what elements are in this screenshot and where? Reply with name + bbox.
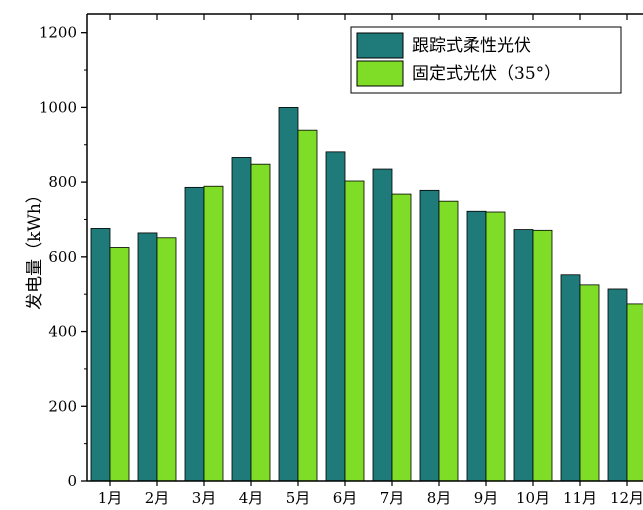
y-tick-label: 600 (48, 248, 77, 266)
y-tick-label: 1200 (39, 24, 77, 42)
x-tick-label: 4月 (239, 489, 264, 507)
legend-label-tracking: 跟踪式柔性光伏 (412, 36, 531, 56)
y-ticks-group: 0 200 400 600 800 1000 1200 (39, 24, 87, 490)
bar-fixed-6 (344, 180, 365, 482)
x-tick-label: 2月 (145, 489, 170, 507)
x-tick-label: 9月 (474, 489, 499, 507)
bar-fixed-12 (626, 303, 643, 482)
x-tick-label: 5月 (286, 489, 311, 507)
legend: 跟踪式柔性光伏 固定式光伏（35°） (350, 26, 622, 94)
bar-fixed-8 (438, 200, 459, 482)
bar-tracking-4 (231, 157, 252, 482)
bar-tracking-8 (419, 189, 440, 482)
y-tick-label: 1000 (39, 98, 77, 116)
bar-tracking-9 (466, 210, 487, 482)
y-tick-label: 200 (48, 397, 77, 415)
bar-tracking-6 (325, 151, 346, 482)
bar-fixed-4 (250, 163, 271, 482)
y-tick-label: 400 (48, 323, 77, 341)
x-tick-label: 12月 (610, 489, 643, 507)
bar-tracking-11 (560, 274, 581, 482)
x-tick-label: 8月 (427, 489, 452, 507)
x-tick-label: 10月 (516, 489, 550, 507)
bar-tracking-3 (184, 186, 205, 482)
y-axis-title: 发电量（kWh） (25, 186, 45, 310)
bar-fixed-5 (297, 129, 318, 482)
legend-swatch-tracking (356, 32, 404, 59)
legend-swatch-fixed (356, 60, 404, 87)
x-ticks-group: 1月 2月 3月 4月 5月 6月 7月 8月 9月 10月 11月 12月 (98, 14, 643, 507)
bars-group (90, 107, 643, 482)
bar-fixed-7 (391, 193, 412, 482)
bar-tracking-2 (137, 232, 158, 482)
bar-tracking-10 (513, 229, 534, 482)
y-tick-label: 0 (67, 472, 77, 490)
bar-fixed-2 (156, 237, 177, 482)
x-tick-label: 3月 (192, 489, 217, 507)
x-tick-label: 6月 (333, 489, 358, 507)
legend-label-fixed: 固定式光伏（35°） (412, 64, 561, 84)
bar-tracking-1 (90, 228, 111, 482)
bar-fixed-11 (579, 284, 600, 482)
x-tick-label: 1月 (98, 489, 123, 507)
bar-fixed-10 (532, 229, 553, 482)
bar-tracking-12 (607, 288, 628, 482)
y-tick-label: 800 (48, 173, 77, 191)
bar-fixed-3 (203, 185, 224, 482)
bar-fixed-9 (485, 211, 506, 482)
x-tick-label: 7月 (380, 489, 405, 507)
bar-tracking-7 (372, 168, 393, 482)
axes-group (86, 13, 643, 482)
x-tick-label: 11月 (563, 489, 597, 507)
bar-fixed-1 (109, 247, 130, 482)
bar-tracking-5 (278, 107, 299, 482)
